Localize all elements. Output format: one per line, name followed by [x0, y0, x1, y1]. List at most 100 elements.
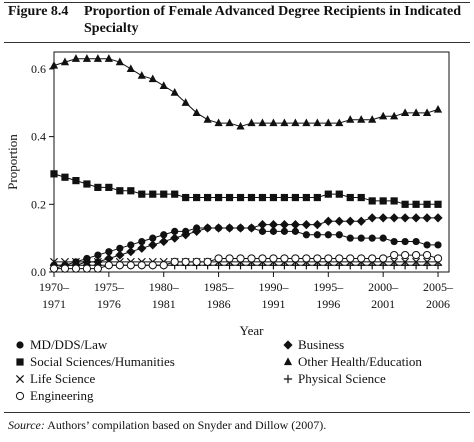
- y-tick-label: 0.2: [31, 197, 46, 211]
- figure-number: Figure 8.4: [8, 4, 69, 19]
- data-point-physical-science: [401, 261, 410, 270]
- data-point-other-health-education: [60, 57, 70, 66]
- y-tick-label: 0.4: [31, 130, 46, 144]
- x-tick-label: 2001: [371, 297, 395, 311]
- series-social-sciences-humanities: [50, 170, 442, 208]
- data-point-other-health-education: [159, 81, 168, 89]
- data-point-business: [203, 223, 213, 233]
- data-point-engineering: [93, 264, 102, 273]
- x-tick-label: 2000–: [368, 280, 399, 294]
- data-point-md-dds-law: [94, 251, 102, 259]
- data-point-engineering: [335, 254, 344, 263]
- data-point-other-health-education: [225, 118, 234, 127]
- data-point-engineering: [60, 264, 70, 273]
- data-point-business: [115, 250, 125, 260]
- legend-label-md-dds-law: MD/DDS/Law: [30, 337, 108, 352]
- data-point-other-health-education: [236, 121, 245, 130]
- data-point-social-sciences-humanities: [149, 190, 157, 198]
- y-tick-label: 0.0: [31, 265, 46, 279]
- data-point-engineering: [214, 254, 223, 263]
- data-point-social-sciences-humanities: [138, 190, 146, 198]
- data-point-social-sciences-humanities: [171, 190, 179, 198]
- data-point-md-dds-law: [423, 241, 431, 249]
- data-point-other-health-education: [115, 57, 124, 66]
- data-point-other-health-education: [390, 111, 399, 120]
- data-point-other-health-education: [401, 108, 410, 117]
- data-point-engineering: [148, 261, 157, 270]
- legend-label-other-health-education: Other Health/Education: [298, 354, 422, 369]
- x-tick-label: 1980–: [149, 280, 180, 294]
- bottom-rule: [4, 412, 470, 413]
- data-point-engineering: [357, 254, 366, 263]
- data-point-engineering: [379, 254, 388, 263]
- data-point-md-dds-law: [258, 227, 267, 235]
- data-point-other-health-education: [357, 115, 366, 123]
- legend-marker-life-science: [15, 374, 25, 384]
- legend-marker-md-dds-law: [16, 341, 24, 349]
- data-point-other-health-education: [335, 118, 344, 127]
- data-point-engineering: [159, 261, 168, 270]
- series-business: [49, 213, 443, 274]
- data-point-social-sciences-humanities: [204, 193, 212, 202]
- x-axis-label: Year: [240, 323, 265, 338]
- source-label: Source:: [8, 418, 45, 432]
- data-point-engineering: [258, 254, 267, 263]
- data-point-other-health-education: [302, 118, 311, 127]
- chart-axes: 0.0 0.2 0.4 0.6 1970– 1971 1975– 1976 1980– 1981 1…: [5, 51, 454, 338]
- data-point-social-sciences-humanities: [324, 190, 332, 198]
- x-tick-label: 1981: [152, 297, 176, 311]
- data-point-md-dds-law: [138, 237, 146, 246]
- data-point-business: [257, 220, 268, 230]
- data-point-other-health-education: [148, 74, 157, 83]
- x-tick-label: 1986: [207, 297, 231, 311]
- data-point-engineering: [104, 261, 113, 270]
- data-point-other-health-education: [181, 98, 190, 106]
- data-point-engineering: [225, 254, 234, 263]
- data-point-other-health-education: [93, 54, 102, 62]
- data-point-engineering: [49, 264, 59, 273]
- data-point-business: [312, 220, 322, 230]
- x-tick-label: 1995–: [313, 280, 344, 294]
- data-point-business: [137, 243, 147, 253]
- data-point-engineering: [313, 254, 322, 263]
- data-point-social-sciences-humanities: [357, 193, 365, 202]
- data-point-business: [235, 223, 246, 233]
- series-other-health-education: [49, 54, 443, 130]
- data-point-engineering: [192, 257, 201, 266]
- top-rule: [4, 2, 470, 3]
- data-point-other-health-education: [368, 115, 377, 123]
- data-point-other-health-education: [247, 118, 256, 127]
- data-point-business: [246, 223, 257, 233]
- data-point-md-dds-law: [302, 231, 310, 239]
- data-point-md-dds-law: [368, 234, 376, 242]
- data-point-engineering: [71, 264, 81, 273]
- legend-marker-social-sciences-humanities: [16, 358, 24, 366]
- data-point-engineering: [247, 254, 256, 263]
- data-point-other-health-education: [411, 108, 421, 117]
- data-point-business: [192, 226, 202, 236]
- data-point-md-dds-law: [335, 231, 343, 239]
- data-point-md-dds-law: [116, 244, 124, 252]
- data-point-md-dds-law: [357, 234, 365, 242]
- chart-legend: MD/DDS/Law Business Social Sciences/Humani…: [15, 337, 422, 403]
- data-point-social-sciences-humanities: [72, 177, 80, 185]
- legend-item-engineering: Engineering: [15, 388, 94, 403]
- data-point-social-sciences-humanities: [346, 193, 354, 202]
- data-point-social-sciences-humanities: [105, 183, 113, 191]
- chart-series: [49, 54, 443, 274]
- data-point-social-sciences-humanities: [225, 193, 234, 202]
- data-point-social-sciences-humanities: [302, 193, 310, 202]
- data-point-md-dds-law: [160, 231, 168, 239]
- data-point-md-dds-law: [105, 248, 113, 256]
- data-point-business: [170, 233, 180, 243]
- data-point-md-dds-law: [269, 227, 278, 235]
- data-point-social-sciences-humanities: [423, 200, 431, 208]
- data-point-engineering: [280, 254, 289, 263]
- data-point-other-health-education: [71, 54, 81, 62]
- data-point-md-dds-law: [291, 227, 299, 235]
- data-point-other-health-education: [104, 54, 113, 62]
- legend-label-life-science: Life Science: [30, 371, 96, 386]
- data-point-social-sciences-humanities: [247, 193, 256, 202]
- data-point-engineering: [126, 261, 135, 270]
- x-tick-label: 2005–: [423, 280, 454, 294]
